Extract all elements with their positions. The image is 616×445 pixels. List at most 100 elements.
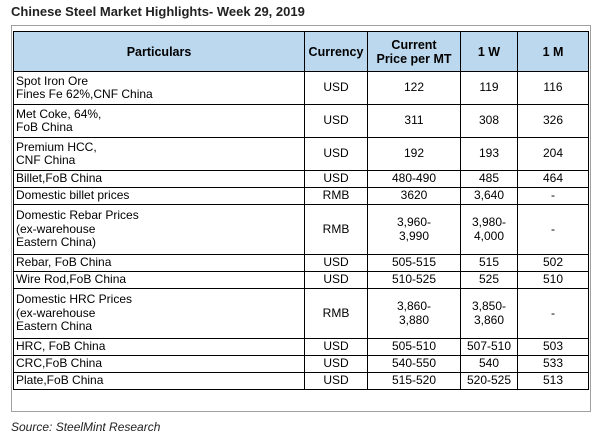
cell-1w: 3,980- 4,000	[460, 204, 518, 255]
cell-current-price: 505-510	[367, 338, 461, 356]
cell-currency: RMB	[304, 187, 368, 205]
one-week-line: 4,000	[473, 228, 505, 243]
table-row: Domestic billet prices RMB 3620 3,640-	[13, 187, 589, 205]
page-title: Chinese Steel Market Highlights- Week 29…	[11, 4, 305, 19]
table-row: Domestic HRC Prices (ex-warehouse Eastern …	[13, 288, 589, 339]
particulars-line: HRC, FoB China	[16, 339, 106, 354]
cell-1w: 520-525	[460, 372, 518, 390]
one-week-line: 540	[478, 356, 500, 371]
table-row: Wire Rod,FoB China USD 510-525 525 510	[13, 271, 589, 289]
cell-1w: 525	[460, 271, 518, 289]
header-particulars: Particulars	[13, 31, 305, 72]
cell-currency: USD	[304, 170, 368, 188]
one-week-line: 3,850-	[471, 299, 507, 313]
cell-1w: 3,850- 3,860	[460, 288, 518, 339]
cell-currency: USD	[304, 338, 368, 356]
one-week-line: 3,860	[473, 312, 505, 327]
particulars-line: Fines Fe 62%,CNF China	[16, 87, 153, 101]
cell-1w: 3,640	[460, 187, 518, 205]
current-price-line: 311	[404, 113, 424, 128]
current-price-line: 3620	[400, 188, 428, 203]
cell-current-price: 122	[367, 71, 461, 105]
particulars-line: Domestic Rebar Prices	[16, 208, 139, 223]
particulars-line: Rebar, FoB China	[16, 255, 112, 270]
one-week-line: 119	[479, 80, 499, 95]
header-currency: Currency	[304, 31, 368, 72]
current-price-line: 540-550	[391, 356, 437, 371]
cell-1m: 502	[517, 254, 589, 272]
cell-currency: USD	[304, 137, 368, 171]
current-price-line: 3,860-	[396, 299, 432, 313]
current-price-line: 510-525	[391, 272, 437, 287]
cell-current-price: 540-550	[367, 355, 461, 373]
particulars-line: Spot Iron Ore	[16, 73, 89, 88]
one-week-line: 525	[478, 272, 500, 287]
cell-current-price: 311	[367, 104, 461, 138]
cell-particulars: Premium HCC, CNF China	[13, 137, 305, 171]
cell-particulars: CRC,FoB China	[13, 355, 305, 373]
particulars-line: (ex-warehouse	[16, 221, 96, 236]
header-1m: 1 M	[517, 31, 589, 72]
cell-1m: 513	[517, 372, 589, 390]
table-row: HRC, FoB China USD 505-510 507-510 503	[13, 338, 589, 356]
cell-1m: 533	[517, 355, 589, 373]
cell-1m: -	[517, 204, 589, 255]
cell-1m: 116	[517, 71, 589, 105]
cell-currency: USD	[304, 254, 368, 272]
cell-1m: -	[517, 187, 589, 205]
cell-currency: USD	[304, 104, 368, 138]
current-price-line: 3,880	[398, 312, 430, 327]
particulars-line: Eastern China	[16, 319, 93, 334]
cell-1m: 510	[517, 271, 589, 289]
cell-current-price: 3,960- 3,990	[367, 204, 461, 255]
table-row: Met Coke, 64%, FoB China USD 311 308 326	[13, 104, 589, 138]
particulars-line: CNF China	[16, 153, 76, 167]
cell-particulars: Domestic billet prices	[13, 187, 305, 205]
cell-current-price: 480-490	[367, 170, 461, 188]
cell-1w: 485	[460, 170, 518, 188]
current-price-line: 505-515	[391, 255, 437, 270]
cell-particulars: Domestic HRC Prices (ex-warehouse Eastern …	[13, 288, 305, 339]
particulars-line: Premium HCC,	[16, 139, 97, 154]
current-price-line: 192	[403, 146, 425, 161]
cell-current-price: 3,860- 3,880	[367, 288, 461, 339]
header-1w: 1 W	[460, 31, 518, 72]
cell-1w: 119	[460, 71, 518, 105]
cell-1w: 515	[460, 254, 518, 272]
one-week-line: 507-510	[466, 339, 512, 354]
cell-1m: -	[517, 288, 589, 339]
table-frame	[11, 25, 591, 412]
current-price-line: 3,960-	[396, 215, 432, 229]
cell-particulars: Domestic Rebar Prices (ex-warehouse Easter…	[13, 204, 305, 255]
cell-1w: 540	[460, 355, 518, 373]
table-row: Plate,FoB China USD 515-520 520-525 513	[13, 372, 589, 390]
particulars-line: Domestic billet prices	[16, 188, 130, 203]
cell-particulars: Wire Rod,FoB China	[13, 271, 305, 289]
header-current-line2: Price per MT	[376, 51, 452, 66]
cell-current-price: 510-525	[367, 271, 461, 289]
cell-1m: 503	[517, 338, 589, 356]
cell-particulars: Met Coke, 64%, FoB China	[13, 104, 305, 138]
table-row: Rebar, FoB China USD 505-515 515 502	[13, 254, 589, 272]
price-table: Particulars Currency Current Price per M…	[13, 31, 589, 390]
cell-particulars: Spot Iron Ore Fines Fe 62%,CNF China	[13, 71, 305, 105]
one-week-line: 520-525	[466, 373, 512, 388]
current-price-line: 505-510	[391, 339, 437, 354]
header-current-line1: Current	[391, 37, 437, 52]
particulars-line: Billet,FoB China	[16, 171, 103, 186]
cell-current-price: 3620	[367, 187, 461, 205]
particulars-line: Domestic HRC Prices	[16, 292, 133, 307]
current-price-line: 515-520	[391, 373, 437, 388]
cell-currency: RMB	[304, 288, 368, 339]
cell-particulars: Plate,FoB China	[13, 372, 305, 390]
table-body: Spot Iron Ore Fines Fe 62%,CNF China USD 12…	[13, 71, 589, 390]
table-row: CRC,FoB China USD 540-550 540 533	[13, 355, 589, 373]
one-week-line: 308	[478, 113, 500, 128]
cell-currency: USD	[304, 372, 368, 390]
cell-currency: USD	[304, 355, 368, 373]
table-row: Premium HCC, CNF China USD 192 193 204	[13, 137, 589, 171]
particulars-line: Plate,FoB China	[16, 373, 104, 388]
particulars-line: FoB China	[16, 120, 73, 134]
cell-1m: 326	[517, 104, 589, 138]
header-current-price: Current Price per MT	[367, 31, 461, 72]
